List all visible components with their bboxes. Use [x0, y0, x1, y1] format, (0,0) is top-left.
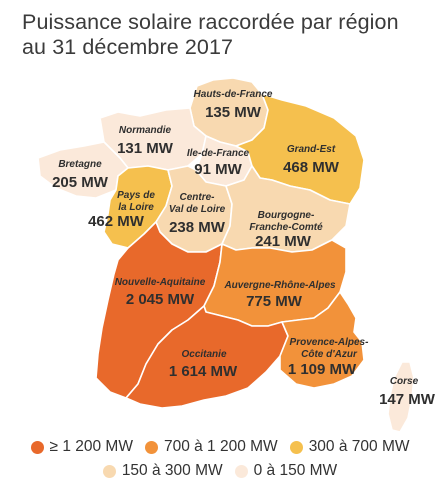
label-bretagne-value: 205 MW	[52, 174, 109, 191]
legend-item-0-150: 0 à 150 MW	[234, 462, 338, 480]
label-pays-de-la-loire-name-2: la Loire	[118, 202, 154, 213]
legend-dot-700-1200	[144, 440, 158, 454]
legend-dot-300-700	[289, 440, 303, 454]
label-occitanie-value: 1 614 MW	[169, 363, 238, 380]
legend-label-700-1200: 700 à 1 200 MW	[163, 438, 278, 455]
legend-item-700-1200: 700 à 1 200 MW	[144, 438, 278, 456]
label-grand-est-name: Grand-Est	[287, 144, 336, 155]
label-centre-val-de-loire-name-1: Centre-	[179, 192, 215, 203]
label-corse-value: 147 MW	[379, 391, 436, 408]
label-occitanie-name: Occitanie	[181, 349, 226, 360]
label-centre-val-de-loire-value: 238 MW	[169, 219, 226, 236]
label-bretagne-name: Bretagne	[58, 159, 102, 170]
label-normandie-name: Normandie	[119, 125, 172, 136]
label-grand-est-value: 468 MW	[283, 159, 340, 176]
label-normandie-value: 131 MW	[117, 140, 174, 157]
label-auvergne-rhone-alpes-name: Auvergne-Rhône-Alpes	[223, 280, 336, 291]
title-line-1: Puissance solaire raccordée par région	[22, 10, 399, 34]
label-auvergne-rhone-alpes-value: 775 MW	[246, 293, 303, 310]
region-occitanie[interactable]	[125, 305, 289, 409]
label-bourgogne-franche-comte-value: 241 MW	[255, 233, 312, 250]
label-hauts-de-france-name: Hauts-de-France	[194, 89, 273, 100]
label-bourgogne-franche-comte-name-2: Franche-Comté	[249, 222, 323, 233]
region-provence-alpes-cote-dazur[interactable]	[279, 291, 365, 389]
label-bourgogne-franche-comte-name-1: Bourgogne-	[258, 210, 315, 221]
label-paca-name-1: Provence-Alpes-	[290, 337, 370, 348]
legend-item-ge-1200: ≥ 1 200 MW	[30, 438, 133, 456]
legend-label-ge-1200: ≥ 1 200 MW	[49, 438, 133, 455]
label-pays-de-la-loire-name-1: Pays de	[117, 190, 155, 201]
label-nouvelle-aquitaine-value: 2 045 MW	[126, 291, 195, 308]
legend-item-300-700: 300 à 700 MW	[289, 438, 410, 456]
legend-dot-ge-1200	[30, 440, 44, 454]
label-corse-name: Corse	[390, 376, 419, 387]
label-hauts-de-france-value: 135 MW	[205, 104, 262, 121]
label-paca-value: 1 109 MW	[288, 361, 357, 378]
label-centre-val-de-loire-name-2: Val de Loire	[169, 204, 226, 215]
legend-row-1: ≥ 1 200 MW 700 à 1 200 MW 300 à 700 MW	[0, 438, 440, 456]
label-ile-de-france-value: 91 MW	[194, 161, 242, 178]
legend-label-150-300: 150 à 300 MW	[121, 462, 223, 479]
legend-item-150-300: 150 à 300 MW	[102, 462, 223, 480]
region-corse[interactable]	[387, 361, 415, 433]
map-title: Puissance solaire raccordée par région a…	[22, 10, 399, 60]
label-paca-name-2: Côte d'Azur	[301, 349, 358, 360]
label-pays-de-la-loire-value: 462 MW	[88, 213, 145, 230]
label-ile-de-france-name: Ile-de-France	[187, 148, 250, 159]
legend-dot-150-300	[102, 464, 116, 478]
label-nouvelle-aquitaine-name: Nouvelle-Aquitaine	[115, 277, 206, 288]
title-line-2: au 31 décembre 2017	[22, 35, 234, 59]
legend-dot-0-150	[234, 464, 248, 478]
legend-label-300-700: 300 à 700 MW	[308, 438, 410, 455]
legend-label-0-150: 0 à 150 MW	[253, 462, 338, 479]
legend-row-2: 150 à 300 MW 0 à 150 MW	[0, 462, 440, 480]
